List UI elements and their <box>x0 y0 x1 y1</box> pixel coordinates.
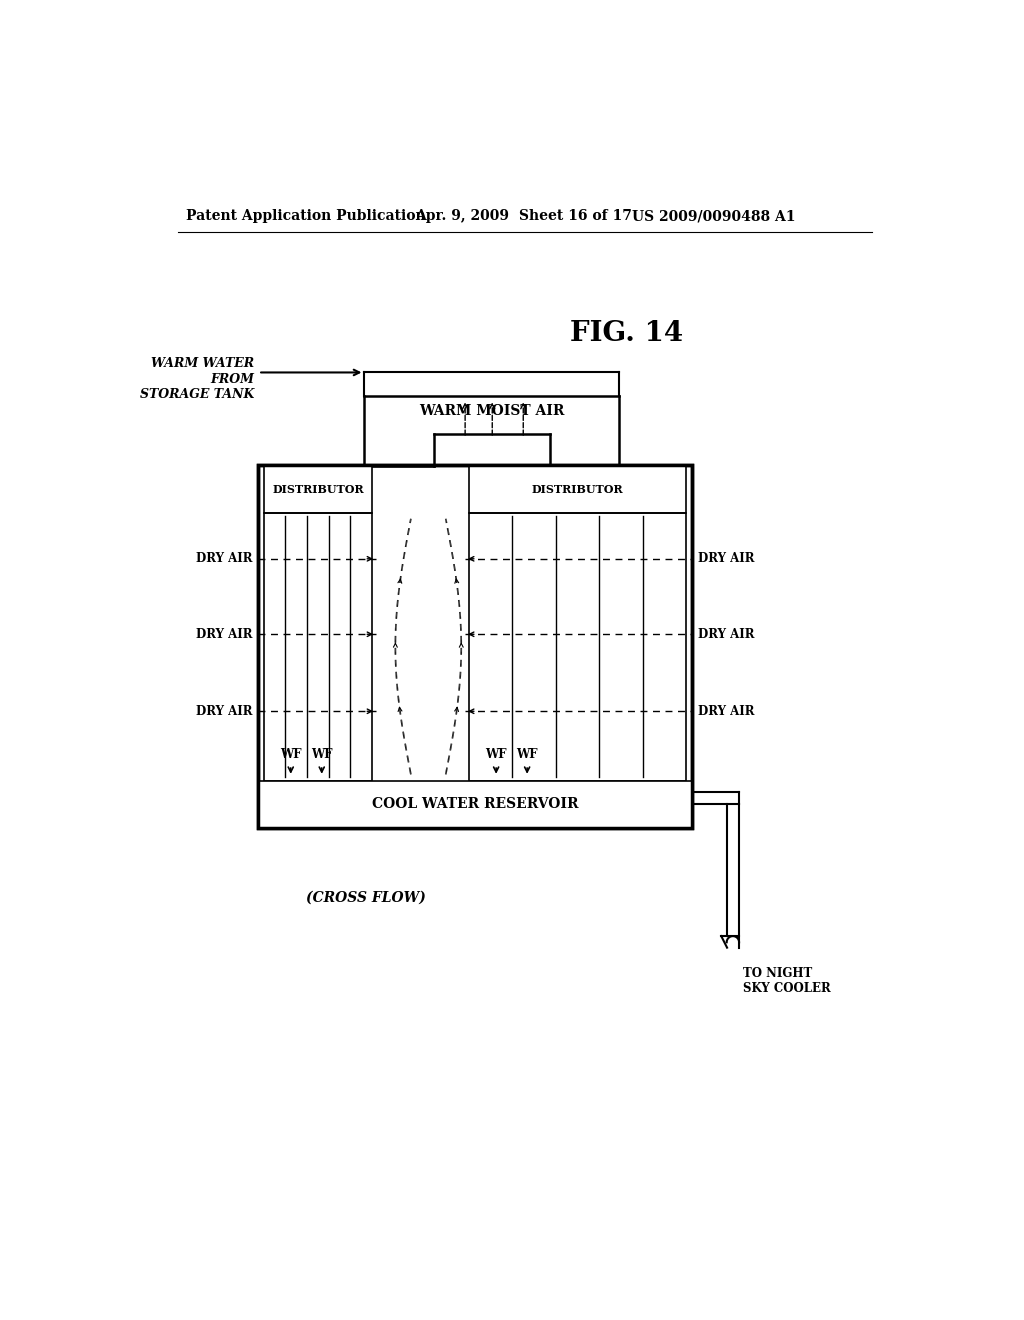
Text: WARM MOIST AIR: WARM MOIST AIR <box>419 404 564 418</box>
Text: DRY AIR: DRY AIR <box>196 705 252 718</box>
Text: DRY AIR: DRY AIR <box>698 552 755 565</box>
Text: WF: WF <box>516 748 538 762</box>
Text: Sheet 16 of 17: Sheet 16 of 17 <box>519 209 632 223</box>
Text: WF: WF <box>280 748 301 762</box>
Bar <box>258 780 692 829</box>
Text: DISTRIBUTOR: DISTRIBUTOR <box>272 484 364 495</box>
Bar <box>469 512 686 780</box>
Text: Patent Application Publication: Patent Application Publication <box>186 209 426 223</box>
Text: WARM WATER: WARM WATER <box>152 358 254 370</box>
Text: DRY AIR: DRY AIR <box>698 628 755 640</box>
Text: WF: WF <box>311 748 333 762</box>
Text: TO NIGHT
SKY COOLER: TO NIGHT SKY COOLER <box>742 966 830 995</box>
Bar <box>258 465 692 829</box>
Text: Apr. 9, 2009: Apr. 9, 2009 <box>415 209 509 223</box>
Text: WF: WF <box>485 748 507 762</box>
Text: DRY AIR: DRY AIR <box>196 628 252 640</box>
Text: DRY AIR: DRY AIR <box>698 705 755 718</box>
Text: US 2009/0090488 A1: US 2009/0090488 A1 <box>632 209 796 223</box>
Bar <box>263 512 372 780</box>
Text: DRY AIR: DRY AIR <box>196 552 252 565</box>
Bar <box>469 466 686 512</box>
Bar <box>258 465 692 829</box>
Text: STORAGE TANK: STORAGE TANK <box>140 388 254 401</box>
Bar <box>263 466 372 512</box>
Text: COOL WATER RESERVOIR: COOL WATER RESERVOIR <box>372 797 579 812</box>
Text: FIG. 14: FIG. 14 <box>569 321 683 347</box>
Text: DISTRIBUTOR: DISTRIBUTOR <box>531 484 624 495</box>
Text: FROM: FROM <box>210 372 254 385</box>
Text: (CROSS FLOW): (CROSS FLOW) <box>306 891 426 904</box>
